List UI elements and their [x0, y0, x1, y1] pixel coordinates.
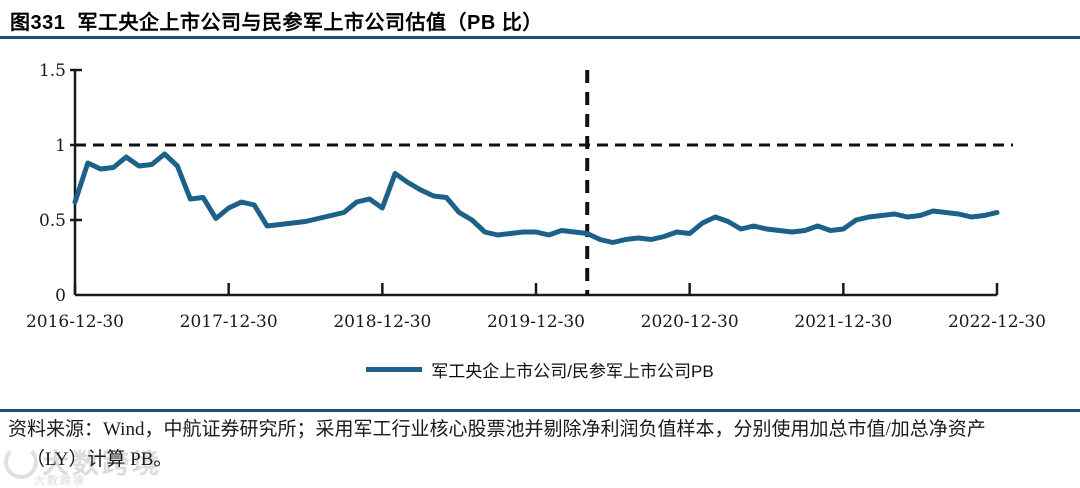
legend-label: 军工央企上市公司/民参军上市公司PB: [431, 361, 714, 381]
y-tick-label: 1: [55, 136, 66, 156]
chart-area: 2016-12-30 2017-12-30 2018-12-30 2019-12-30…: [0, 55, 1080, 365]
source-note: 资料来源：Wind，中航证券研究所；采用军工行业核心股票池并剔除净利润负值样本，…: [8, 415, 1074, 475]
watermark-logo-icon: [4, 444, 38, 479]
x-tick-label: 2018-12-30: [333, 312, 431, 332]
figure-title: 图331 军工央企上市公司与民参军上市公司估值（PB 比）: [10, 12, 543, 34]
watermark-small-text: 大数跨境: [34, 475, 86, 487]
x-tick-label: 2021-12-30: [794, 312, 892, 332]
title-divider-rule: [0, 36, 1080, 39]
y-tick-label: 0.5: [39, 211, 66, 231]
pb-line-chart: 2016-12-30 2017-12-30 2018-12-30 2019-12-30…: [26, 61, 1046, 332]
watermark-text: 大数跨境: [42, 449, 162, 479]
watermark: 大数跨境: [4, 442, 162, 481]
x-tick-label: 2022-12-30: [948, 312, 1046, 332]
x-tick-label: 2016-12-30: [26, 312, 124, 332]
source-note-line2: （LY）计算 PB。: [26, 449, 173, 470]
chart-legend: 军工央企上市公司/民参军上市公司PB: [0, 356, 1080, 382]
y-tick-label: 0: [55, 286, 66, 306]
x-tick-label: 2017-12-30: [180, 312, 278, 332]
pb-ratio-series-line: [72, 151, 1000, 245]
y-tick-label: 1.5: [39, 61, 66, 81]
source-note-line1: 资料来源：Wind，中航证券研究所；采用军工行业核心股票池并剔除净利润负值样本，…: [8, 419, 986, 440]
x-tick-label: 2019-12-30: [487, 312, 585, 332]
legend-line-sample-icon: [366, 366, 423, 372]
x-tick-label: 2020-12-30: [641, 312, 739, 332]
source-divider-rule: [0, 409, 1080, 412]
